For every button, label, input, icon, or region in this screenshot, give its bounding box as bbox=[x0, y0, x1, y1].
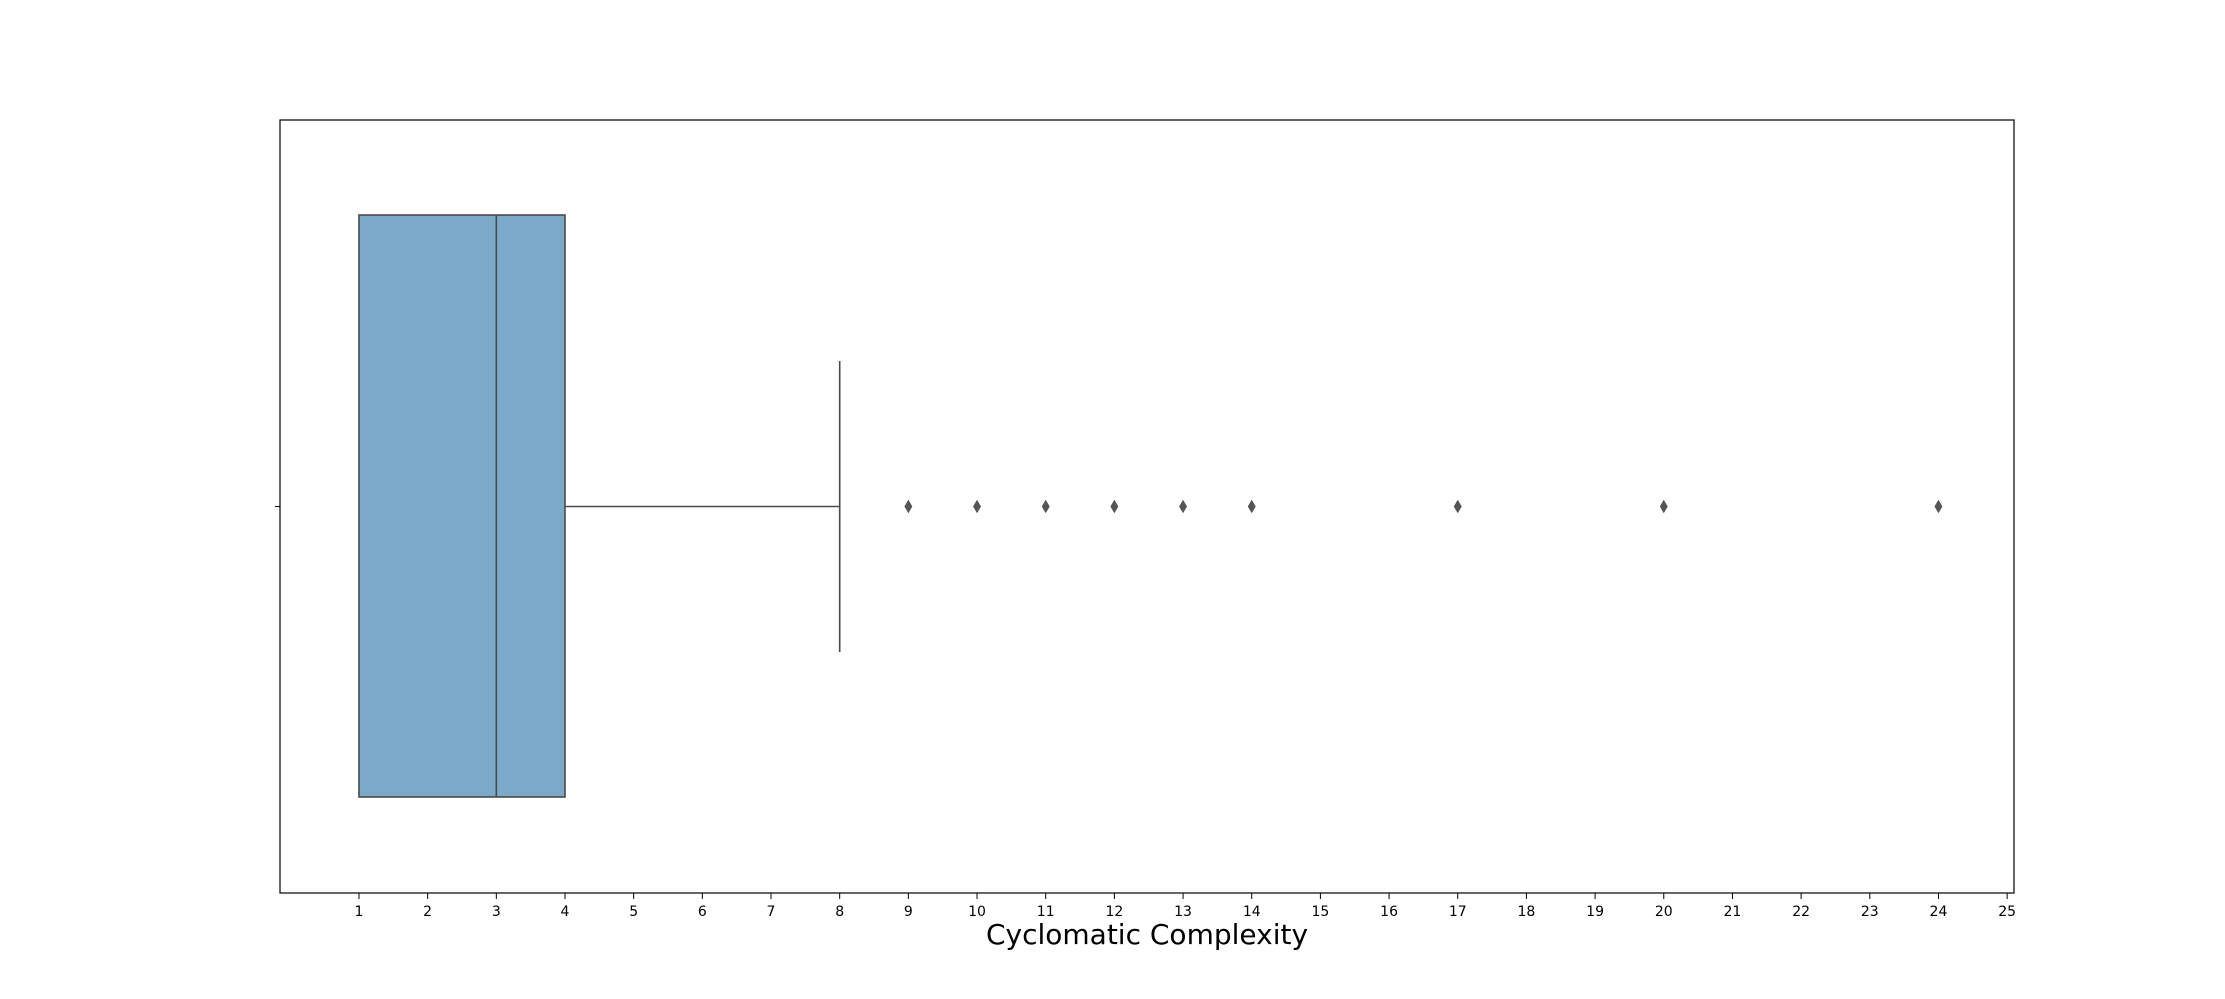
x-tick-label: 18 bbox=[1518, 904, 1536, 920]
x-tick-label: 21 bbox=[1724, 904, 1742, 920]
x-axis-title: Cyclomatic Complexity bbox=[986, 918, 1308, 951]
x-axis: 1 2 3 4 5 6 7 8 9 10 11 12 13 14 15 16 17 18 19 20 21 22 23 24 2… bbox=[355, 893, 2016, 920]
x-tick-label: 13 bbox=[1174, 904, 1192, 920]
x-tick-label: 24 bbox=[1930, 904, 1948, 920]
outlier-point bbox=[1247, 499, 1256, 514]
box-iqr bbox=[358, 214, 566, 798]
x-tick-label: 23 bbox=[1861, 904, 1879, 920]
x-tick-label: 17 bbox=[1449, 904, 1467, 920]
x-tick-label: 4 bbox=[561, 904, 570, 920]
x-tick-label: 2 bbox=[423, 904, 432, 920]
x-tick-label: 8 bbox=[835, 904, 844, 920]
outlier-point bbox=[1659, 499, 1668, 514]
outliers bbox=[904, 499, 1943, 514]
x-tick-label: 3 bbox=[492, 904, 501, 920]
x-tick-label: 22 bbox=[1792, 904, 1810, 920]
x-tick-label: 1 bbox=[355, 904, 364, 920]
outlier-point bbox=[1453, 499, 1462, 514]
outlier-point bbox=[973, 499, 981, 514]
x-tick-label: 25 bbox=[1998, 904, 2016, 920]
outlier-point bbox=[904, 499, 913, 514]
x-tick-label: 7 bbox=[767, 904, 776, 920]
x-tick-label: 12 bbox=[1105, 904, 1123, 920]
x-tick-label: 14 bbox=[1243, 904, 1261, 920]
x-tick-label: 20 bbox=[1655, 904, 1673, 920]
x-tick-label: 15 bbox=[1311, 904, 1329, 920]
outlier-point bbox=[1179, 499, 1188, 514]
outlier-point bbox=[1041, 499, 1050, 514]
outlier-point bbox=[1110, 499, 1119, 514]
x-tick-label: 19 bbox=[1586, 904, 1604, 920]
outlier-point bbox=[1934, 499, 1943, 514]
x-tick-label: 9 bbox=[904, 904, 913, 920]
x-tick-label: 5 bbox=[629, 904, 638, 920]
x-tick-label: 10 bbox=[968, 904, 986, 920]
x-tick-label: 16 bbox=[1380, 904, 1398, 920]
x-tick-label: 11 bbox=[1037, 904, 1055, 920]
x-tick-label: 6 bbox=[698, 904, 707, 920]
box-group bbox=[358, 214, 841, 798]
